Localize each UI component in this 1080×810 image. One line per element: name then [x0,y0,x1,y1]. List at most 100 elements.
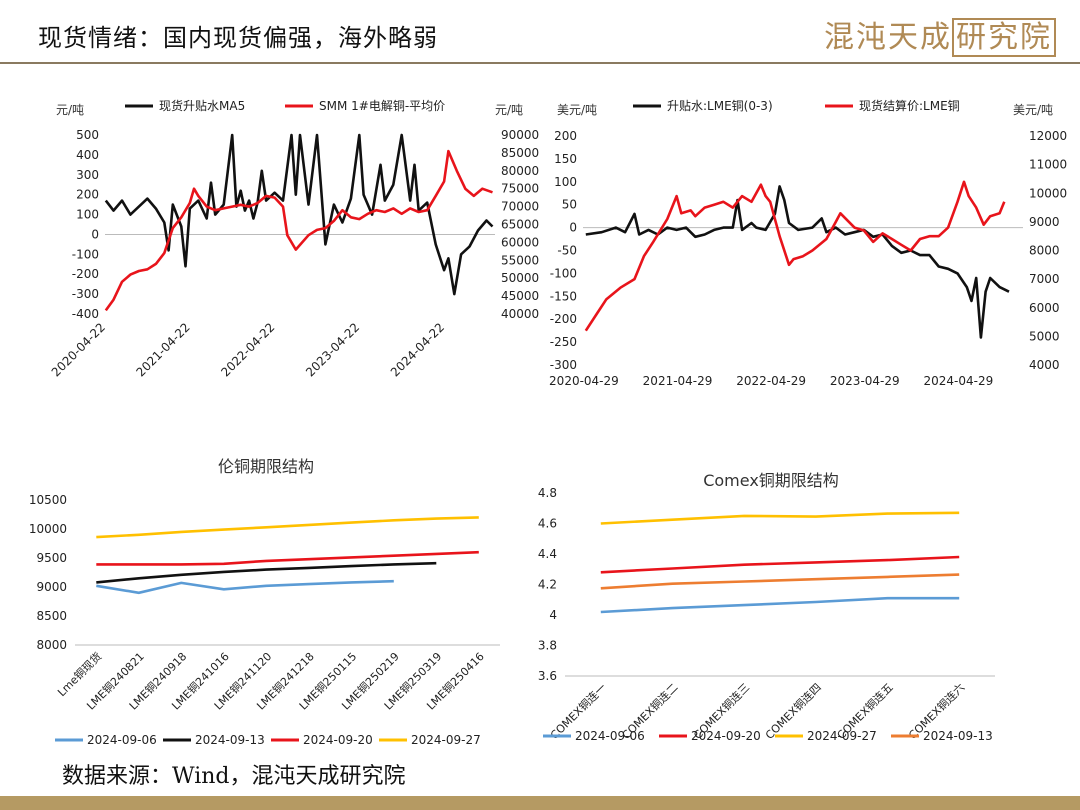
y-tick-label: 400 [76,148,99,162]
x-tick-label: 2024-04-22 [388,320,447,379]
y-tick-label: 200 [554,129,577,143]
series-line [96,579,394,595]
logo-text: 混沌天成 [824,20,952,55]
left-axis-unit: 元/吨 [56,103,84,117]
y-tick-label: 500 [76,128,99,142]
right-axis-unit: 元/吨 [495,103,523,117]
y2-tick-label: 10000 [1029,186,1067,200]
series-line [96,561,437,584]
logo-box-text: 研究院 [952,18,1056,57]
legend-label: 2024-09-06 [87,733,157,747]
y-tick-label: 9000 [36,580,67,594]
legend-label: 2024-09-20 [691,729,761,743]
y2-tick-label: 4000 [1029,358,1060,372]
y-tick-label: 10000 [29,522,67,536]
series-line [585,185,1010,339]
y2-tick-label: 65000 [501,218,539,232]
x-tick-label: 2020-04-22 [49,320,108,379]
x-tick-label: 2021-04-22 [134,320,193,379]
right-axis-unit: 美元/吨 [1013,103,1053,117]
chart-title: Comex铜期限结构 [703,471,839,490]
y-tick-label: 100 [554,175,577,189]
chart-title: 伦铜期限结构 [218,457,314,476]
series-line [600,555,960,574]
y-tick-label: -50 [557,244,577,258]
y2-tick-label: 60000 [501,235,539,249]
y-tick-label: -200 [72,267,99,281]
series-line [96,516,479,539]
series-line [584,180,1006,332]
y-tick-label: 200 [76,188,99,202]
legend-label: 2024-09-13 [195,733,265,747]
y-tick-label: 3.8 [538,639,557,653]
legend-label: 现货结算价:LME铜 [859,98,960,113]
y2-tick-label: 7000 [1029,272,1060,286]
legend-label: SMM 1#电解铜-平均价 [319,98,445,113]
y2-tick-label: 5000 [1029,329,1060,343]
series-line [600,573,960,590]
y2-tick-label: 75000 [501,182,539,196]
y-tick-label: 10500 [29,493,67,507]
left-axis-unit: 美元/吨 [557,103,597,117]
y-tick-label: -100 [550,266,577,280]
brand-logo: 混沌天成 研究院 [824,12,1056,57]
header-divider [0,62,1080,64]
y-tick-label: 4.4 [538,547,557,561]
y-tick-label: 50 [562,198,577,212]
y2-tick-label: 50000 [501,271,539,285]
domestic-basis-chart: 元/吨 元/吨 500 400 300 200 100 0 -100 -200 -300 -400 90… [49,98,539,379]
y2-tick-label: 55000 [501,253,539,267]
y-tick-label: -100 [72,247,99,261]
series-line [96,550,479,566]
y-tick-label: 150 [554,152,577,166]
y-tick-label: 100 [76,208,99,222]
y-tick-label: -200 [550,312,577,326]
y-tick-label: 4.2 [538,578,557,592]
y-tick-label: 4.6 [538,517,557,531]
x-tick-label: 2022-04-22 [218,320,277,379]
y-tick-label: -300 [72,287,99,301]
legend-label: 2024-09-27 [807,729,877,743]
y-tick-label: 0 [569,221,577,235]
x-tick-label: 2021-04-29 [643,374,713,388]
y2-tick-label: 9000 [1029,215,1060,229]
y-tick-label: 0 [91,227,99,241]
y2-tick-label: 11000 [1029,158,1067,172]
series-line [600,596,960,614]
x-tick-label: 2023-04-29 [830,374,900,388]
y2-tick-label: 80000 [501,164,539,178]
y2-tick-label: 90000 [501,128,539,142]
footer-bar [0,796,1080,810]
series-line [104,149,493,312]
y2-tick-label: 8000 [1029,244,1060,258]
lme-term-structure-chart: 伦铜期限结构10500100009500900085008000Lme铜现货LM… [29,457,500,747]
data-source-note: 数据来源：Wind，混沌天成研究院 [62,764,406,789]
legend-label: 2024-09-06 [575,729,645,743]
y2-tick-label: 70000 [501,200,539,214]
y-tick-label: 9500 [36,551,67,565]
y-tick-label: 4.8 [538,486,557,500]
y-tick-label: 8500 [36,609,67,623]
y-tick-label: -250 [550,335,577,349]
y-tick-label: 300 [76,168,99,182]
x-tick-label: 2022-04-29 [736,374,806,388]
y-tick-label: -400 [72,307,99,321]
lme-basis-chart: 美元/吨 美元/吨 200 150 100 50 0 -50 -100 -150 -200 -250 -… [549,98,1067,388]
y2-tick-label: 6000 [1029,301,1060,315]
x-tick-label: 2023-04-22 [303,320,362,379]
x-tick-label: 2024-04-29 [924,374,994,388]
y2-tick-label: 45000 [501,289,539,303]
x-tick-label: 2020-04-29 [549,374,619,388]
legend-label: 2024-09-27 [411,733,481,747]
legend-label: 2024-09-13 [923,729,993,743]
series-line [104,133,494,296]
legend-label: 现货升贴水MA5 [159,98,245,113]
y2-tick-label: 85000 [501,146,539,160]
page-title: 现货情绪：国内现货偏强，海外略弱 [38,24,438,52]
y-tick-label: -300 [550,358,577,372]
y-tick-label: -150 [550,289,577,303]
legend-label: 2024-09-20 [303,733,373,747]
y2-tick-label: 12000 [1029,129,1067,143]
y-tick-label: 4 [549,608,557,622]
